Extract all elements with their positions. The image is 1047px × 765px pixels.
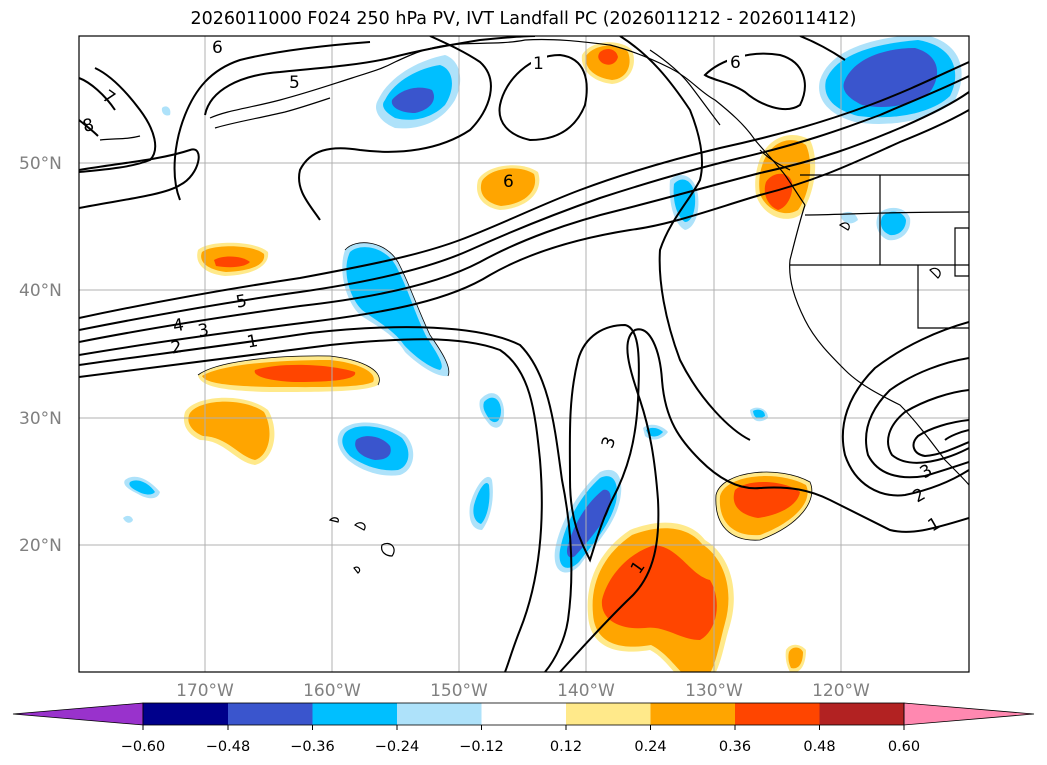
contour-line-19 bbox=[703, 52, 806, 110]
contour-label: 1 bbox=[925, 513, 944, 536]
contour-line-24 bbox=[619, 36, 751, 441]
contour-lines bbox=[79, 36, 969, 672]
colorbar-swatch-under bbox=[12, 702, 144, 726]
lon-label-140: 140°W bbox=[557, 681, 615, 701]
contour-line-22 bbox=[298, 36, 492, 221]
colorbar-swatch bbox=[650, 703, 735, 725]
contour-line-20 bbox=[79, 77, 116, 111]
lat-label-40: 40°N bbox=[19, 281, 62, 301]
contour-label: 8 bbox=[81, 115, 97, 137]
colorbar-tick-label: 0.24 bbox=[634, 739, 666, 755]
contour-line-3 bbox=[79, 91, 969, 343]
contour-line-15 bbox=[79, 148, 200, 209]
colorbar-swatch bbox=[143, 703, 228, 725]
lon-label-130: 130°W bbox=[685, 681, 743, 701]
contour-line-8 bbox=[568, 323, 640, 563]
contour-label: 3 bbox=[917, 460, 936, 483]
colorbar-swatch bbox=[735, 703, 820, 725]
contour-label: 6 bbox=[503, 172, 514, 192]
contour-label: 7 bbox=[98, 86, 118, 109]
colorbar-swatch bbox=[228, 703, 313, 725]
contour-line-17 bbox=[204, 36, 536, 116]
colorbar-swatch bbox=[397, 703, 482, 725]
contour-line-11 bbox=[865, 357, 969, 479]
contour-label: 6 bbox=[212, 38, 223, 58]
contour-label: 3 bbox=[598, 434, 620, 451]
contour-label: 4 bbox=[171, 315, 185, 337]
lon-label-160: 160°W bbox=[303, 681, 361, 701]
coastlines bbox=[99, 38, 969, 574]
colorbar-swatch bbox=[566, 703, 651, 725]
contour-label: 6 bbox=[730, 53, 741, 73]
colorbar-swatch-over bbox=[903, 702, 1035, 726]
contour-line-10 bbox=[841, 321, 969, 497]
contour-line-16 bbox=[79, 67, 157, 173]
lon-label-120: 120°W bbox=[812, 681, 870, 701]
map-title: 2026011000 F024 250 hPa PV, IVT Landfall… bbox=[190, 9, 857, 29]
colorbar-swatch bbox=[819, 703, 904, 725]
contour-label: 1 bbox=[245, 331, 259, 353]
shaded-regions bbox=[123, 36, 962, 672]
contour-label: 3 bbox=[196, 320, 210, 342]
colorbar-swatch bbox=[312, 703, 397, 725]
contour-line-23 bbox=[799, 36, 846, 61]
contour-line-18 bbox=[173, 41, 371, 201]
contour-line-2 bbox=[79, 75, 969, 331]
map-content bbox=[79, 36, 969, 672]
contour-label: 1 bbox=[533, 54, 544, 74]
longitude-labels: 170°W 160°W 150°W 140°W 130°W 120°W bbox=[176, 681, 870, 701]
colorbar-tick-label: 0.36 bbox=[719, 739, 751, 755]
contour-line-13 bbox=[912, 419, 969, 458]
contour-line-7 bbox=[559, 328, 969, 672]
contour-labels: 6 5 7 8 1 6 6 5 4 3 2 1 3 1 3 2 1 bbox=[81, 38, 944, 578]
lat-label-20: 20°N bbox=[19, 536, 62, 556]
colorbar: −0.60 −0.48 −0.36 −0.24 −0.12 0.12 0.24 … bbox=[12, 702, 1035, 755]
lon-label-150: 150°W bbox=[430, 681, 488, 701]
colorbar-swatch bbox=[481, 703, 566, 725]
contour-line-1 bbox=[79, 61, 969, 319]
contour-line-4 bbox=[79, 109, 969, 356]
lon-label-170: 170°W bbox=[176, 681, 234, 701]
contour-line-9 bbox=[498, 53, 588, 142]
contour-line-5 bbox=[79, 338, 543, 672]
colorbar-tick-label: −0.36 bbox=[290, 739, 334, 755]
colorbar-tick-label: −0.60 bbox=[121, 739, 165, 755]
map-frame bbox=[78, 35, 970, 673]
contour-label: 5 bbox=[234, 291, 248, 313]
contour-label: 5 bbox=[289, 73, 300, 93]
lat-label-50: 50°N bbox=[19, 154, 62, 174]
lat-label-30: 30°N bbox=[19, 409, 62, 429]
colorbar-tick-label: 0.60 bbox=[888, 739, 920, 755]
contour-line-21 bbox=[79, 119, 99, 137]
colorbar-tick-label: −0.24 bbox=[375, 739, 419, 755]
contour-label: 2 bbox=[169, 337, 183, 359]
colorbar-tick-label: −0.12 bbox=[459, 739, 503, 755]
shaded-outline-lines bbox=[197, 242, 813, 541]
contour-line-6 bbox=[79, 326, 573, 672]
contour-label: 2 bbox=[910, 484, 929, 507]
colorbar-tick-label: 0.12 bbox=[550, 739, 582, 755]
map-gridlines bbox=[79, 36, 969, 672]
contour-line-12 bbox=[887, 389, 969, 464]
contour-line-14 bbox=[944, 429, 969, 441]
latitude-labels: 50°N 40°N 30°N 20°N bbox=[19, 154, 62, 556]
colorbar-tick-label: −0.48 bbox=[206, 739, 250, 755]
colorbar-tick-label: 0.48 bbox=[803, 739, 835, 755]
west-coast bbox=[789, 204, 969, 486]
